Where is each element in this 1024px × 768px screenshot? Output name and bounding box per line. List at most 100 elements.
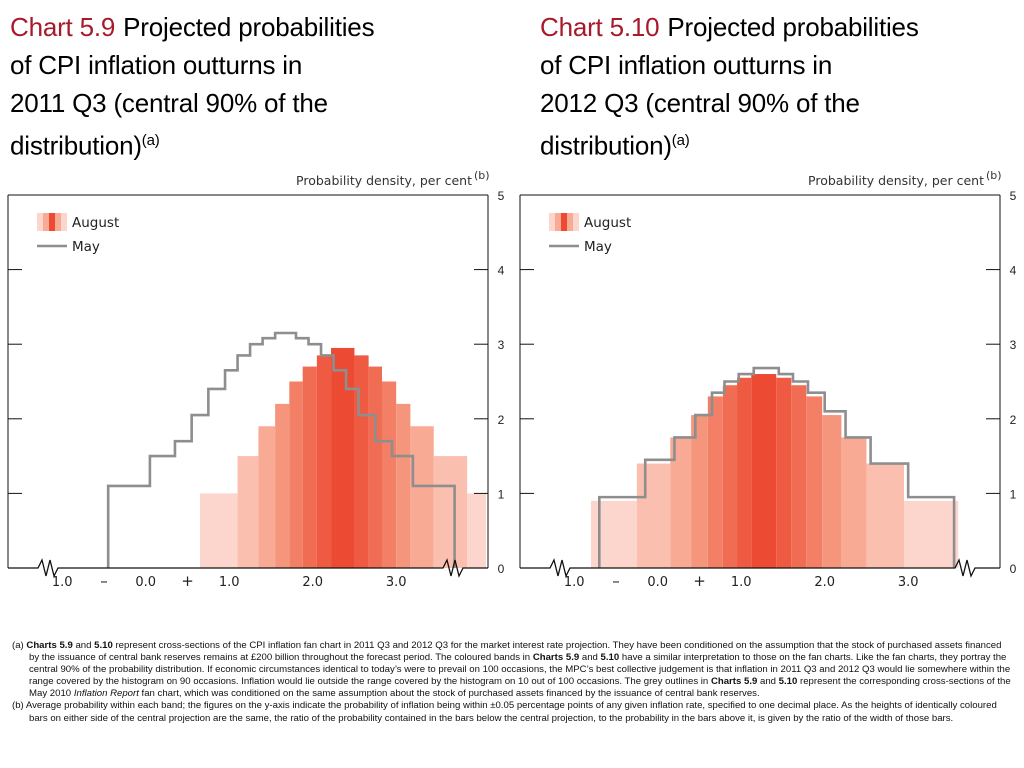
title-line: distribution) xyxy=(10,130,142,161)
y-tick-label: 1 xyxy=(1010,487,1017,501)
bar xyxy=(237,456,259,568)
bar xyxy=(590,500,637,568)
bar xyxy=(467,493,486,568)
legend-swatch-august xyxy=(49,213,55,231)
legend-swatch-august xyxy=(567,213,573,231)
bar xyxy=(200,493,238,568)
x-tick-label: 3.0 xyxy=(386,575,407,590)
note-text: 5.10 xyxy=(94,640,113,651)
legend-swatch-august xyxy=(555,213,561,231)
y-tick-label: 5 xyxy=(498,189,505,203)
legend-swatch-august xyxy=(43,213,49,231)
bar xyxy=(354,355,369,568)
y-tick-label: 2 xyxy=(1010,413,1017,427)
bar xyxy=(866,463,904,568)
y-tick-label: 4 xyxy=(498,264,505,278)
legend-label-august: August xyxy=(72,215,119,231)
bar xyxy=(670,437,692,568)
note-text: and xyxy=(579,652,601,664)
bar xyxy=(258,426,276,568)
y-tick-label: 0 xyxy=(1010,562,1017,576)
note-text: Charts 5.9 xyxy=(710,676,758,688)
legend-swatch-august xyxy=(573,213,579,231)
x-tick-label: 1.0 xyxy=(731,575,752,590)
x-tick-label: 2.0 xyxy=(302,575,323,590)
x-tick-label: 3.0 xyxy=(898,575,919,590)
footnote-marker: (a) xyxy=(141,132,160,149)
y-axis-label: Probability density, per cent xyxy=(808,173,984,188)
x-tick-label: 2.0 xyxy=(814,575,835,590)
legend-swatch-august xyxy=(55,213,61,231)
may-outline xyxy=(598,366,956,568)
bar xyxy=(751,374,777,568)
chart-number: Chart 5.10 xyxy=(540,12,660,42)
bar xyxy=(791,385,807,568)
bar xyxy=(707,396,723,568)
title-line: 2011 Q3 (central 90% of the xyxy=(10,88,328,118)
histogram-chart: 0 1 2 3 4 5 Probability density, per cent (b) 1.… xyxy=(7,169,505,590)
bar xyxy=(722,385,738,568)
y-tick-label: 5 xyxy=(1010,189,1017,203)
chart-notes: (a) Charts 5.9 and 5.10 represent cross-… xyxy=(12,640,1012,725)
x-axis-baseline xyxy=(8,558,488,578)
bar xyxy=(302,366,317,568)
legend-label-may: May xyxy=(584,239,612,255)
y-tick-label: 3 xyxy=(1010,338,1017,352)
note-text: represent cross-sections of the CPI infl… xyxy=(29,640,1002,664)
bar xyxy=(381,381,397,568)
title-line: of CPI inflation outturns in xyxy=(10,50,303,80)
legend: August May xyxy=(37,213,119,255)
bar xyxy=(776,377,792,568)
bar xyxy=(737,377,752,568)
x-tick-label: + xyxy=(181,572,194,590)
histogram-chart: 0 1 2 3 4 5 Probability density, per cent (b) 1.… xyxy=(519,169,1017,590)
x-tick-label: 1.0 xyxy=(52,575,73,590)
note-text: 5.10 xyxy=(778,676,798,688)
chart-number: Chart 5.9 xyxy=(10,12,116,42)
x-tick-label: + xyxy=(693,572,706,590)
y-tick-label: 0 xyxy=(498,562,505,576)
y-tick-label: 4 xyxy=(1010,264,1017,278)
y-axis-label-marker: (b) xyxy=(474,169,490,182)
chart-title: Chart 5.9 Projected probabilities of CPI … xyxy=(10,8,490,165)
bars-august xyxy=(590,374,959,568)
y-axis-label: Probability density, per cent xyxy=(296,173,472,188)
y-tick-label: 3 xyxy=(498,338,505,352)
bar xyxy=(806,396,823,568)
legend-swatch-august xyxy=(549,213,555,231)
bar xyxy=(841,437,867,568)
legend-swatch-august xyxy=(37,213,43,231)
bars-august xyxy=(200,347,486,568)
chart-note: (b) Average probability within each band… xyxy=(12,700,1012,724)
x-tick-label: 0.0 xyxy=(647,575,668,590)
bar xyxy=(275,403,290,568)
note-text: Average probability within each band; th… xyxy=(25,700,997,724)
y-tick-label: 2 xyxy=(498,413,505,427)
note-text: Inflation Report xyxy=(73,688,139,700)
x-axis-baseline xyxy=(520,558,1000,578)
bar xyxy=(904,500,959,568)
note-marker: (b) xyxy=(12,700,26,712)
note-text: represent the corresponding cross-sectio… xyxy=(29,676,1011,700)
bar xyxy=(636,463,671,568)
legend-label-august: August xyxy=(584,215,631,231)
note-text: 5.10 xyxy=(600,652,620,664)
legend-label-may: May xyxy=(72,239,100,255)
bar xyxy=(331,347,355,568)
bar xyxy=(822,415,842,568)
x-tick-label: 1.0 xyxy=(219,575,240,590)
bar xyxy=(316,355,332,568)
bar xyxy=(433,456,468,568)
bar xyxy=(289,381,303,568)
bar xyxy=(691,415,708,568)
note-marker: (a) xyxy=(12,640,27,651)
note-text: Charts 5.9 xyxy=(532,652,580,664)
note-text: have a similar interpretation to those o… xyxy=(29,652,1011,688)
legend-swatch-august xyxy=(61,213,67,231)
legend-swatch-august xyxy=(561,213,567,231)
y-tick-label: 1 xyxy=(498,487,505,501)
x-tick-label: 1.0 xyxy=(564,575,585,590)
title-line: distribution) xyxy=(540,130,672,161)
chart-title: Chart 5.10 Projected probabilities of CPI… xyxy=(540,8,1020,165)
note-text: Charts 5.9 xyxy=(26,640,73,651)
